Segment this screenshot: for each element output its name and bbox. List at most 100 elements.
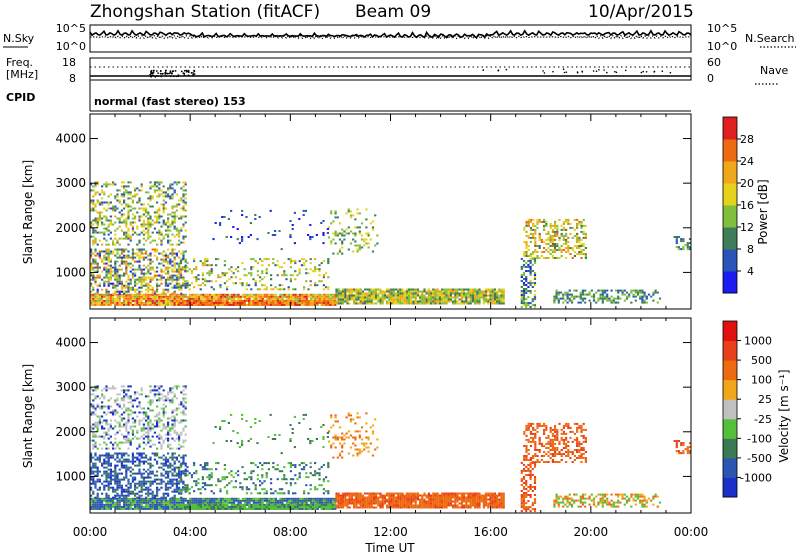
power-cell: [682, 240, 684, 242]
power-cell: [578, 221, 580, 223]
power-cell: [386, 301, 388, 303]
power-cell: [125, 257, 127, 259]
velocity-cell: [279, 506, 281, 508]
velocity-cell: [94, 487, 96, 489]
power-cell: [105, 298, 107, 300]
power-cell: [134, 193, 136, 195]
power-cell: [591, 296, 593, 298]
power-cell: [530, 266, 532, 268]
power-cell: [589, 294, 591, 296]
power-cell: [288, 302, 290, 304]
power-cell: [239, 278, 241, 280]
velocity-cell: [195, 506, 197, 508]
power-cell: [602, 292, 604, 294]
power-cell: [552, 255, 554, 257]
power-cell: [613, 302, 615, 304]
power-cell: [200, 296, 202, 298]
power-cell: [97, 275, 99, 277]
velocity-cell: [121, 500, 123, 502]
power-cell: [141, 298, 143, 300]
power-cell: [248, 302, 250, 304]
power-cell: [285, 274, 287, 276]
velocity-cell: [108, 508, 110, 510]
power-cell: [263, 284, 265, 286]
power-cell: [483, 299, 485, 301]
power-cell: [434, 295, 436, 297]
velocity-cell: [163, 504, 165, 506]
power-cell: [307, 234, 309, 236]
velocity-cell: [277, 502, 279, 504]
velocity-cell: [329, 508, 331, 510]
power-cell: [525, 235, 527, 237]
velocity-cell: [412, 499, 414, 501]
velocity-cell: [445, 501, 447, 503]
power-cell: [539, 237, 541, 239]
power-cell: [237, 302, 239, 304]
power-cell: [602, 302, 604, 304]
velocity-cell: [220, 498, 222, 500]
velocity-cell: [371, 493, 373, 495]
power-cell: [565, 243, 567, 245]
power-cell: [525, 251, 527, 253]
power-cell: [366, 303, 368, 305]
velocity-cell: [349, 501, 351, 503]
velocity-cell: [377, 493, 379, 495]
velocity-cell: [154, 506, 156, 508]
power-cell: [606, 290, 608, 292]
power-cell: [147, 291, 149, 293]
power-cell: [180, 296, 182, 298]
power-cell: [184, 280, 186, 282]
power-cell: [171, 269, 173, 271]
power-cell: [206, 302, 208, 304]
power-cell: [105, 218, 107, 220]
power-cell: [182, 284, 184, 286]
velocity-cell: [241, 506, 243, 508]
power-cell: [105, 185, 107, 187]
power-cell: [368, 243, 370, 245]
power-cell: [145, 228, 147, 230]
velocity-cell: [224, 508, 226, 510]
power-cell: [110, 183, 112, 185]
power-cell: [195, 280, 197, 282]
power-cell: [285, 278, 287, 280]
power-cell: [359, 226, 361, 228]
velocity-cell: [163, 500, 165, 502]
power-cell: [149, 279, 151, 281]
power-cell: [348, 210, 350, 212]
power-cell: [154, 212, 156, 214]
power-cell: [386, 303, 388, 305]
velocity-cell: [292, 500, 294, 502]
power-cell: [525, 225, 527, 227]
power-cell: [215, 264, 217, 266]
velocity-cell: [147, 502, 149, 504]
power-cell: [545, 223, 547, 225]
velocity-cell: [328, 500, 330, 502]
power-cell: [127, 251, 129, 253]
power-cell: [578, 223, 580, 225]
power-cell: [556, 225, 558, 227]
velocity-cell: [351, 503, 353, 505]
power-cell: [465, 289, 467, 291]
power-cell: [556, 235, 558, 237]
velocity-cell: [218, 498, 220, 500]
power-cell: [105, 273, 107, 275]
velocity-cell: [116, 504, 118, 506]
velocity-cell: [237, 508, 239, 510]
power-cell: [306, 296, 308, 298]
power-cell: [294, 260, 296, 262]
velocity-cell: [94, 463, 96, 465]
power-cell: [154, 251, 156, 253]
power-cell: [112, 296, 114, 298]
power-cell: [152, 261, 154, 263]
power-cell: [341, 233, 343, 235]
velocity-cell: [430, 497, 432, 499]
power-cell: [99, 212, 101, 214]
velocity-cell: [426, 501, 428, 503]
velocity-cell: [206, 504, 208, 506]
velocity-cell: [208, 508, 210, 510]
power-cell: [108, 277, 110, 279]
power-cell: [130, 191, 132, 193]
velocity-cell: [266, 508, 268, 510]
velocity-cell: [351, 501, 353, 503]
velocity-cell: [397, 503, 399, 505]
